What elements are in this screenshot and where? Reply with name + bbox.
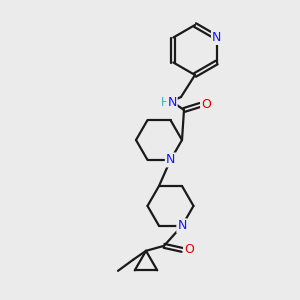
Text: N: N [177, 219, 187, 232]
Text: N: N [167, 95, 177, 109]
Text: N: N [212, 31, 221, 44]
Text: O: O [184, 243, 194, 256]
Text: H: H [160, 95, 169, 109]
Text: O: O [201, 98, 211, 110]
Text: N: N [166, 153, 175, 167]
